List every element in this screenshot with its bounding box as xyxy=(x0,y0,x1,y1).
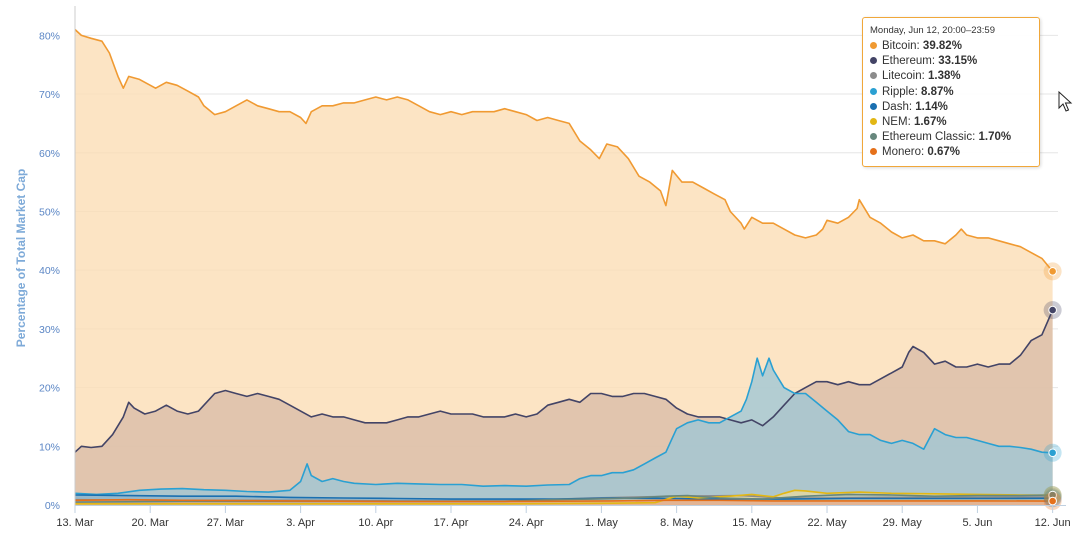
tooltip-series-name: Dash xyxy=(882,100,909,113)
line-ripple xyxy=(74,357,1053,496)
tooltip-series-value: 0.67% xyxy=(927,146,960,159)
legend-dot-icon xyxy=(870,72,877,80)
tooltip-series-name: Ethereum xyxy=(882,55,932,68)
y-tick-label: 60% xyxy=(39,148,60,160)
tooltip-row: NEM: 1.67% xyxy=(870,115,1039,130)
tooltip-series-name: Litecoin xyxy=(882,70,922,83)
marker-monero xyxy=(1048,496,1057,506)
area-ripple xyxy=(75,358,1053,505)
tooltip-series-value: 1.14% xyxy=(915,100,948,113)
hover-markers xyxy=(1043,262,1062,511)
tooltip-series-value: 1.38% xyxy=(928,70,961,83)
tooltip-row: Ethereum Classic: 1.70% xyxy=(870,130,1039,145)
x-tick-label: 13. Mar xyxy=(56,517,94,529)
tooltip-header: Monday, Jun 12, 20:00–23:59 xyxy=(870,25,996,36)
x-tick-label: 27. Mar xyxy=(207,517,245,529)
x-tick-label: 24. Apr xyxy=(509,517,544,529)
x-tick-label: 1. May xyxy=(585,517,619,529)
y-tick-label: 80% xyxy=(39,30,60,42)
line-monero xyxy=(74,498,1053,503)
tooltip-row: Litecoin: 1.38% xyxy=(870,69,1039,84)
x-tick-label: 17. Apr xyxy=(434,517,469,529)
x-tick-label: 15. May xyxy=(732,517,772,529)
y-tick-label: 30% xyxy=(39,324,60,336)
legend-dot-icon xyxy=(870,133,877,141)
line-bitcoin xyxy=(74,28,1054,272)
marker-bitcoin xyxy=(1048,267,1057,276)
y-tick-label: 50% xyxy=(39,206,60,218)
line-ethereum xyxy=(74,309,1054,453)
line-dash xyxy=(74,494,1053,500)
marker-ethereum xyxy=(1048,305,1057,315)
x-tick-label: 20. Mar xyxy=(132,517,170,529)
series-lines xyxy=(74,28,1054,505)
tooltip-row: Dash: 1.14% xyxy=(870,100,1039,115)
mouse-cursor-icon xyxy=(1058,90,1073,112)
tooltip-series-name: Bitcoin xyxy=(882,40,917,52)
y-tick-label: 40% xyxy=(39,265,60,277)
x-tick-label: 5. Jun xyxy=(962,517,992,529)
tooltip-row: Monero: 0.67% xyxy=(870,145,1039,160)
tooltip: Monday, Jun 12, 20:00–23:59 Bitcoin: 39.… xyxy=(862,17,1040,167)
legend-dot-icon xyxy=(870,87,877,95)
y-tick-label: 70% xyxy=(39,89,60,101)
line-nem xyxy=(75,489,1053,505)
tooltip-series-value: 39.82% xyxy=(922,40,962,52)
y-axis-label: Percentage of Total Market Cap xyxy=(14,169,28,348)
tooltip-series-value: 33.15% xyxy=(938,55,978,68)
tooltip-series-value: 1.70% xyxy=(978,131,1012,144)
x-tick-label: 12. Jun xyxy=(1035,517,1071,529)
tooltip-series-value: 8.87% xyxy=(921,85,954,98)
legend-dot-icon xyxy=(870,102,877,110)
tooltip-series-value: 1.67% xyxy=(913,115,947,128)
x-tick-label: 8. May xyxy=(660,517,694,529)
x-tick-label: 3. Apr xyxy=(286,517,315,529)
legend-dot-icon xyxy=(870,117,877,125)
tooltip-series-name: Monero xyxy=(882,146,921,159)
legend-dot-icon xyxy=(870,42,877,49)
y-tick-label: 0% xyxy=(45,500,60,512)
marker-ripple xyxy=(1048,448,1057,458)
tooltip-series-name: Ripple xyxy=(882,85,915,98)
tooltip-row: Ripple: 8.87% xyxy=(870,85,1039,100)
axes: 0% 10% 20% 30% 40% 50% 60% 70% 80% 13. Mar 20. Mar… xyxy=(39,6,1071,529)
legend-dot-icon xyxy=(870,57,877,65)
tooltip-series-name: NEM xyxy=(882,115,908,128)
x-tick-label: 22. May xyxy=(807,517,847,529)
tooltip-row: Ethereum: 33.15% xyxy=(870,54,1039,69)
y-tick-label: 20% xyxy=(39,383,60,395)
tooltip-series-name: Ethereum Classic xyxy=(882,131,973,144)
tooltip-row: Bitcoin: 39.82% xyxy=(870,39,1039,54)
x-tick-label: 10. Apr xyxy=(358,517,393,529)
x-tick-label: 29. May xyxy=(883,517,923,529)
y-tick-label: 10% xyxy=(39,441,60,453)
legend-dot-icon xyxy=(870,148,877,156)
